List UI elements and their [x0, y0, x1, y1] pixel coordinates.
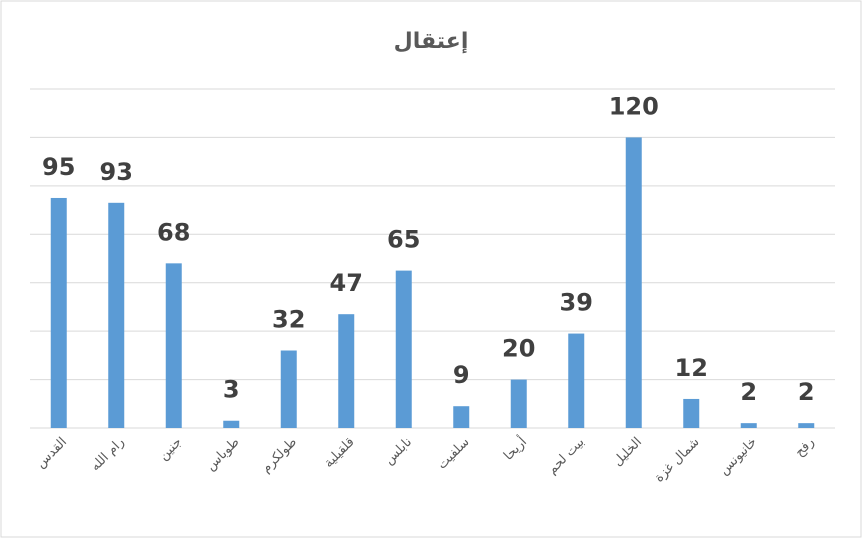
bar — [50, 197, 67, 428]
bar — [740, 423, 757, 428]
data-label: 2 — [798, 378, 815, 406]
bar — [223, 420, 240, 428]
data-label: 2 — [740, 378, 757, 406]
bar — [338, 314, 355, 428]
data-label: 95 — [42, 153, 75, 181]
data-label: 93 — [100, 158, 133, 186]
data-label: 3 — [223, 376, 240, 404]
data-label: 47 — [330, 269, 363, 297]
chart-title: إعتقال — [394, 29, 469, 54]
bar — [395, 270, 412, 428]
data-label: 9 — [453, 361, 470, 389]
data-label: 12 — [675, 354, 708, 382]
bar — [683, 398, 700, 428]
bar — [453, 406, 470, 428]
bar — [568, 333, 585, 428]
data-label: 32 — [272, 306, 305, 334]
data-label: 68 — [157, 218, 190, 246]
data-label: 65 — [387, 226, 420, 254]
bar — [280, 350, 297, 428]
bar — [625, 137, 642, 428]
data-label: 120 — [609, 92, 659, 120]
bar — [165, 263, 182, 428]
data-label: 20 — [502, 335, 535, 363]
bar — [798, 423, 815, 428]
bar — [510, 379, 527, 428]
bar — [108, 202, 125, 428]
data-label: 39 — [560, 289, 593, 317]
